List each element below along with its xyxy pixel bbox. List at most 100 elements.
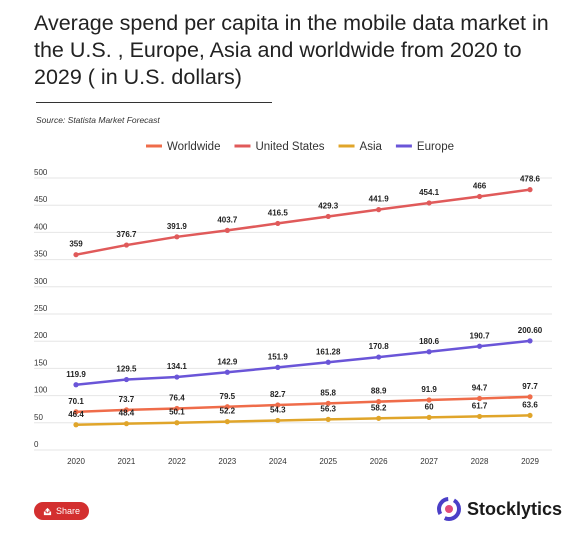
data-label: 56.3 bbox=[320, 404, 336, 413]
data-label: 429.3 bbox=[318, 201, 339, 210]
data-point bbox=[123, 421, 130, 427]
data-label: 46.4 bbox=[68, 410, 84, 419]
data-point bbox=[476, 343, 483, 349]
data-point bbox=[325, 213, 331, 220]
data-point bbox=[73, 382, 79, 388]
data-point bbox=[73, 422, 79, 428]
data-point bbox=[527, 338, 533, 344]
data-label: 134.1 bbox=[167, 362, 188, 371]
data-label: 359 bbox=[69, 240, 83, 249]
data-point bbox=[476, 413, 483, 420]
data-point bbox=[174, 405, 180, 412]
legend-item[interactable]: United States bbox=[234, 141, 325, 153]
data-label: 88.9 bbox=[371, 387, 387, 396]
data-point bbox=[123, 242, 130, 248]
data-label: 129.5 bbox=[116, 365, 137, 374]
data-label: 82.7 bbox=[270, 390, 286, 399]
data-label: 170.8 bbox=[369, 342, 390, 351]
data-point bbox=[376, 399, 382, 405]
series-line bbox=[75, 414, 531, 427]
y-tick-label: 100 bbox=[34, 386, 48, 395]
stocklytics-logo-icon bbox=[436, 497, 461, 521]
share-button[interactable]: Share bbox=[34, 502, 89, 520]
y-tick-label: 450 bbox=[34, 195, 48, 204]
data-label: 94.7 bbox=[472, 383, 488, 392]
share-label: Share bbox=[55, 506, 81, 516]
y-tick-label: 400 bbox=[34, 222, 48, 231]
data-point bbox=[527, 412, 533, 419]
data-point bbox=[174, 374, 180, 380]
data-label: 200.60 bbox=[518, 326, 543, 335]
data-label: 79.5 bbox=[220, 392, 236, 401]
data-label: 97.7 bbox=[522, 382, 538, 391]
x-tick-label: 2026 bbox=[370, 457, 388, 466]
data-point bbox=[426, 349, 432, 355]
brand-name: Stocklytics bbox=[466, 498, 562, 519]
data-label: 478.6 bbox=[520, 175, 541, 184]
data-label: 376.7 bbox=[116, 230, 137, 239]
data-point bbox=[376, 207, 382, 213]
brand[interactable]: Stocklytics bbox=[436, 497, 562, 521]
data-label: 180.6 bbox=[419, 337, 440, 346]
data-label: 63.6 bbox=[522, 400, 538, 409]
legend-item[interactable]: Europe bbox=[395, 141, 454, 153]
data-point bbox=[123, 407, 130, 413]
data-label: 161.28 bbox=[316, 347, 341, 356]
legend-label: Asia bbox=[360, 141, 383, 153]
data-point bbox=[73, 252, 79, 258]
data-label: 85.8 bbox=[320, 388, 336, 397]
x-tick-label: 2023 bbox=[218, 457, 236, 466]
y-tick-label: 200 bbox=[34, 331, 48, 340]
x-tick-label: 2027 bbox=[420, 457, 438, 466]
data-label: 142.9 bbox=[217, 357, 238, 366]
line-chart: Worldwide United States Asia Europe 0 50 100 15… bbox=[34, 141, 552, 466]
legend-item[interactable]: Asia bbox=[338, 141, 383, 153]
y-tick-label: 300 bbox=[34, 277, 48, 286]
data-point bbox=[73, 409, 79, 415]
y-tick-label: 500 bbox=[34, 168, 48, 177]
x-tick-label: 2020 bbox=[67, 457, 85, 466]
data-point bbox=[174, 420, 180, 426]
data-point bbox=[476, 395, 483, 402]
chart-title: Average spend per capita in the mobile d… bbox=[34, 11, 549, 89]
data-label: 466 bbox=[473, 181, 487, 190]
data-point bbox=[224, 369, 230, 375]
data-label: 52.2 bbox=[220, 407, 236, 416]
series-line bbox=[75, 188, 531, 256]
data-label: 403.7 bbox=[217, 215, 238, 224]
legend-label: Worldwide bbox=[167, 141, 220, 153]
data-label: 73.7 bbox=[119, 395, 135, 404]
data-label: 190.7 bbox=[470, 331, 491, 340]
data-label: 151.9 bbox=[268, 352, 289, 361]
x-tick-label: 2024 bbox=[269, 457, 287, 466]
data-point bbox=[527, 187, 533, 193]
data-label: 119.9 bbox=[66, 370, 86, 379]
data-label: 416.5 bbox=[268, 208, 289, 217]
y-tick-label: 50 bbox=[34, 413, 43, 422]
series-line bbox=[75, 339, 531, 387]
share-icon bbox=[43, 507, 52, 515]
source-note: Source: Statista Market Forecast bbox=[36, 115, 160, 125]
data-label: 76.4 bbox=[169, 393, 185, 402]
y-tick-label: 0 bbox=[34, 440, 39, 449]
data-label: 391.9 bbox=[167, 222, 188, 231]
data-label: 48.4 bbox=[119, 409, 135, 418]
data-label: 60 bbox=[425, 402, 434, 411]
legend-item[interactable]: Worldwide bbox=[146, 141, 220, 153]
data-point bbox=[325, 359, 331, 365]
data-point bbox=[275, 364, 281, 370]
data-label: 61.7 bbox=[472, 401, 488, 410]
data-point bbox=[224, 404, 230, 410]
data-point bbox=[123, 376, 130, 383]
y-tick-label: 250 bbox=[34, 304, 48, 313]
chart-area: Worldwide United States Asia Europe 0 50 100 15… bbox=[0, 130, 584, 475]
x-tick-label: 2021 bbox=[118, 457, 136, 466]
legend-label: United States bbox=[255, 141, 324, 153]
x-tick-label: 2022 bbox=[168, 457, 186, 466]
data-point bbox=[275, 417, 281, 424]
data-point bbox=[224, 419, 230, 425]
x-tick-label: 2028 bbox=[471, 457, 489, 466]
x-tick-label: 2029 bbox=[521, 457, 539, 466]
data-point bbox=[426, 397, 432, 403]
data-point bbox=[376, 354, 382, 360]
